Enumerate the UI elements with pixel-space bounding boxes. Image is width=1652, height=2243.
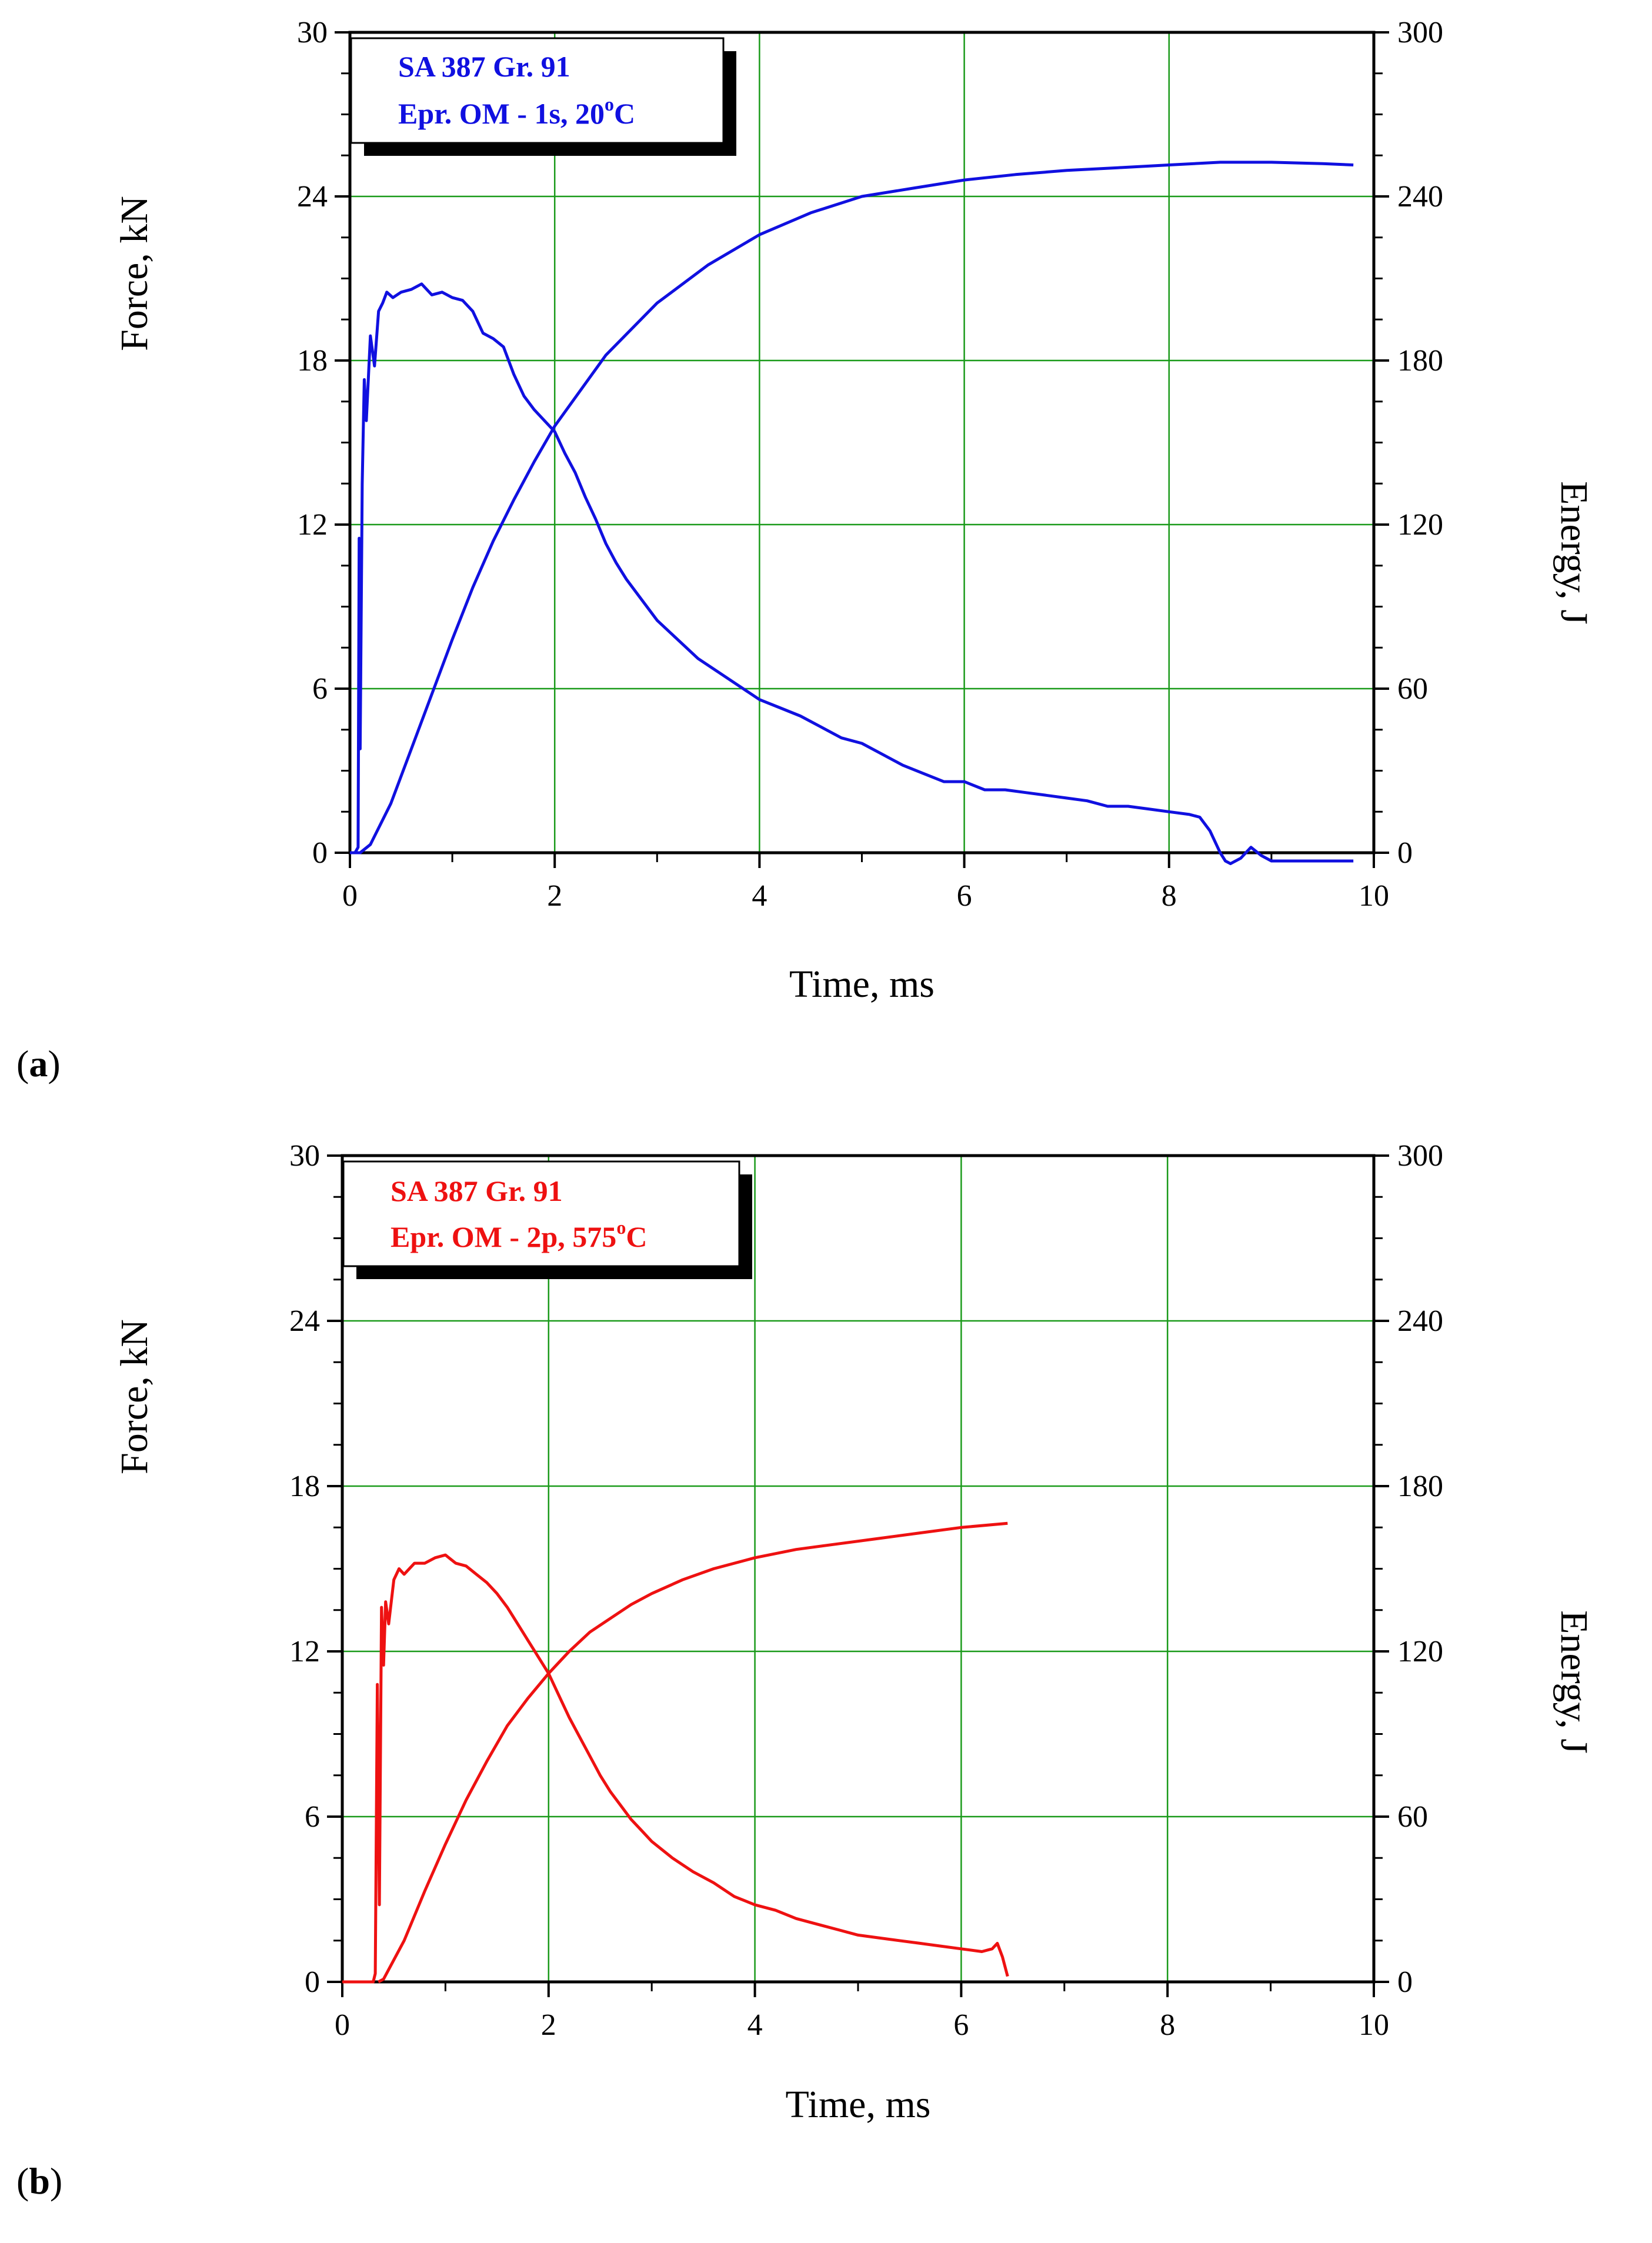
y-tick-label: 30 [289, 1139, 320, 1173]
legend-line-1: SA 387 Gr. 91 [398, 50, 570, 83]
legend-line-2: Epr. OM - 1s, 20oC [398, 94, 635, 130]
y-tick-label: 0 [312, 836, 328, 870]
y-tick-label: 30 [297, 16, 328, 49]
y-tick-label: 6 [312, 672, 328, 706]
y2-tick-label: 60 [1397, 672, 1428, 706]
x-axis-label: Time, ms [789, 963, 935, 1006]
x-tick-label: 8 [1160, 2008, 1175, 2042]
legend-line-1: SA 387 Gr. 91 [391, 1174, 563, 1207]
y-tick-label: 24 [297, 180, 328, 213]
y2-tick-label: 60 [1397, 1800, 1428, 1834]
y-axis-label: Force, kN [113, 196, 156, 351]
y2-tick-label: 120 [1397, 508, 1443, 542]
y2-tick-label: 240 [1397, 1304, 1443, 1338]
legend-unit: C [614, 97, 635, 130]
y2-tick-label: 0 [1397, 836, 1413, 870]
x-tick-label: 0 [335, 2008, 350, 2042]
energy-series-line [378, 1521, 1008, 1984]
x-tick-label: 10 [1359, 879, 1389, 913]
panel-label-close: ) [50, 2160, 62, 2202]
panel-label-open: ( [16, 1043, 29, 1084]
legend-degree-sup: o [605, 94, 614, 115]
x-tick-label: 0 [342, 879, 358, 913]
y2-tick-label: 300 [1397, 1139, 1443, 1173]
y-tick-label: 12 [289, 1635, 320, 1668]
y2-tick-label: 120 [1397, 1635, 1443, 1668]
force-series-line [350, 282, 1354, 866]
x-tick-label: 6 [957, 879, 972, 913]
x-tick-label: 4 [752, 879, 767, 913]
y2-tick-label: 180 [1397, 1470, 1443, 1503]
panel-label-close: ) [48, 1043, 60, 1084]
y2-tick-label: 180 [1397, 344, 1443, 378]
y-tick-label: 18 [297, 344, 328, 378]
legend-box [350, 37, 725, 144]
legend-line-2-text: Epr. OM - 1s, 20 [398, 97, 605, 130]
x-tick-label: 2 [541, 2008, 556, 2042]
y2-tick-label: 300 [1397, 16, 1443, 49]
y-tick-label: 18 [289, 1470, 320, 1503]
panel-label: (a) [16, 1043, 61, 1084]
x-tick-label: 10 [1359, 2008, 1389, 2042]
legend-unit: C [626, 1220, 647, 1253]
legend-box [342, 1160, 740, 1267]
x-axis-label: Time, ms [786, 2083, 931, 2126]
panel-label-letter: a [29, 1043, 48, 1084]
plot-frame [341, 1154, 1376, 1984]
panel-label-letter: b [29, 2160, 50, 2202]
legend-line-2: Epr. OM - 2p, 575oC [391, 1217, 647, 1253]
legend-degree-sup: o [616, 1217, 626, 1238]
y2-axis-label: Energy, J [1553, 1610, 1596, 1754]
panel-label-open: ( [16, 2160, 29, 2202]
y-tick-label: 0 [305, 1965, 320, 1999]
y-axis-label: Force, kN [113, 1319, 156, 1474]
x-tick-label: 8 [1162, 879, 1177, 913]
y-tick-label: 24 [289, 1304, 320, 1338]
y2-axis-label: Energy, J [1553, 481, 1596, 625]
y-tick-label: 6 [305, 1800, 320, 1834]
force-series-line [342, 1553, 1009, 1984]
panel-label: (b) [16, 2160, 62, 2202]
y-tick-label: 12 [297, 508, 328, 542]
energy-series-line [350, 161, 1354, 855]
y2-tick-label: 240 [1397, 180, 1443, 213]
y2-tick-label: 0 [1397, 1965, 1413, 1999]
legend-line-2-text: Epr. OM - 2p, 575 [391, 1220, 616, 1253]
x-tick-label: 6 [953, 2008, 969, 2042]
x-tick-label: 4 [747, 2008, 763, 2042]
x-tick-label: 2 [547, 879, 562, 913]
